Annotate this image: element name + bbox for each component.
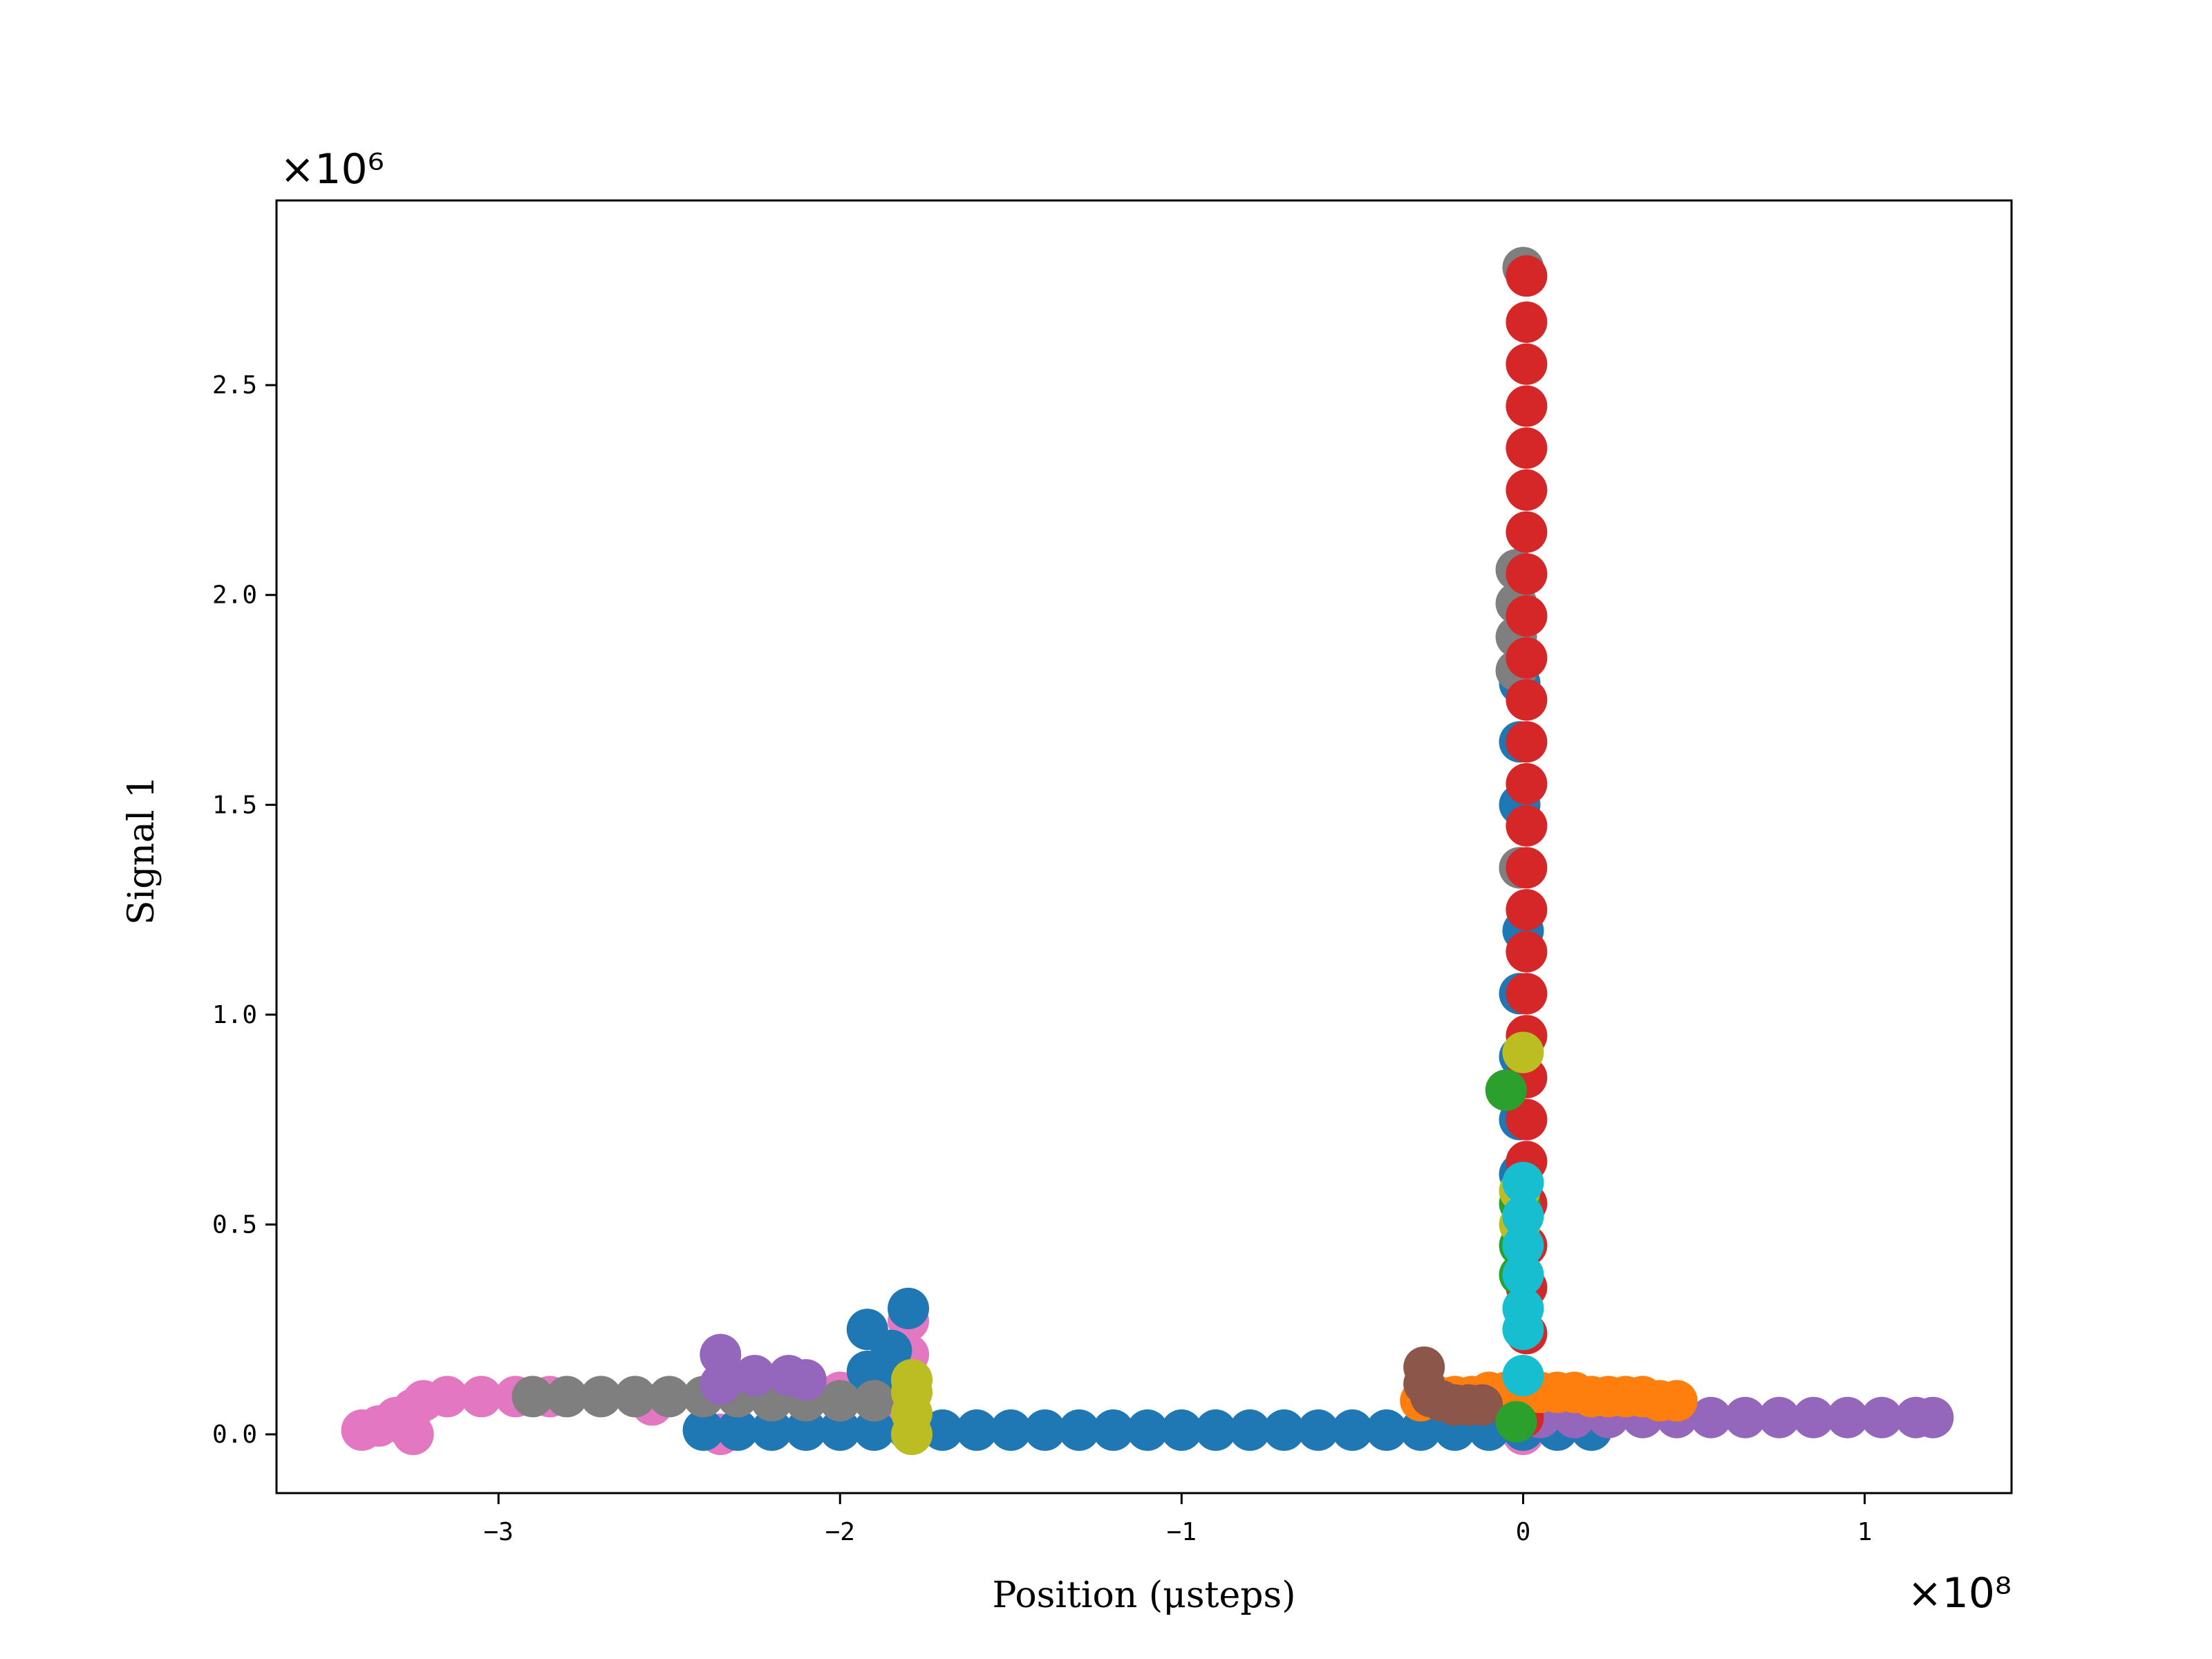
data-point — [1506, 973, 1548, 1015]
data-point — [1912, 1396, 1954, 1438]
data-point — [1058, 1409, 1100, 1451]
data-point — [1506, 301, 1548, 344]
data-point — [733, 1355, 776, 1396]
data-point — [1506, 595, 1548, 637]
data-point — [1297, 1409, 1339, 1451]
x-tick-label: −2 — [825, 1518, 855, 1546]
x-tick-label: 0 — [1516, 1518, 1531, 1546]
data-point — [1502, 1254, 1544, 1296]
data-point — [1495, 1400, 1537, 1443]
data-point — [1331, 1409, 1374, 1451]
data-point — [512, 1376, 554, 1418]
data-point — [1826, 1396, 1868, 1438]
y-axis-multiplier: ×10⁶ — [280, 145, 384, 194]
data-point — [717, 1409, 759, 1451]
data-point — [870, 1329, 912, 1371]
data-point — [853, 1409, 895, 1451]
y-tick-label: 2.5 — [212, 371, 257, 400]
data-point — [921, 1409, 964, 1451]
plot-frame — [275, 199, 2013, 1494]
data-point — [891, 1359, 933, 1401]
data-point — [1506, 469, 1548, 511]
data-point — [1506, 721, 1548, 763]
y-tick-label: 2.0 — [212, 581, 257, 610]
y-tick-label: 0.5 — [212, 1210, 257, 1239]
data-point — [460, 1376, 503, 1418]
data-point — [1759, 1396, 1801, 1438]
data-point — [1506, 427, 1548, 469]
data-point — [648, 1376, 691, 1418]
data-point — [1506, 255, 1548, 297]
series-9 — [1502, 1161, 1544, 1396]
data-point — [1024, 1409, 1066, 1451]
x-tick-label: −3 — [483, 1518, 513, 1546]
data-point — [1506, 343, 1548, 385]
data-point — [1502, 1031, 1544, 1074]
data-point — [785, 1409, 827, 1451]
x-tick-label: 1 — [1857, 1518, 1873, 1546]
y-tick-label: 1.0 — [212, 1001, 257, 1029]
data-point — [1400, 1409, 1442, 1451]
data-point — [1506, 889, 1548, 931]
data-point — [1502, 1355, 1544, 1396]
data-point — [1506, 679, 1548, 721]
data-point — [682, 1409, 724, 1451]
data-point — [1502, 1309, 1544, 1351]
data-point — [955, 1409, 997, 1451]
x-tick-label: −1 — [1167, 1518, 1197, 1546]
data-point — [1724, 1396, 1766, 1438]
data-point — [853, 1380, 895, 1422]
data-point — [614, 1376, 656, 1418]
data-point — [819, 1409, 861, 1451]
data-point — [1506, 385, 1548, 427]
data-point — [888, 1287, 930, 1329]
data-point — [785, 1359, 827, 1401]
data-point — [1506, 1098, 1548, 1141]
data-point — [392, 1414, 434, 1455]
y-axis: 0.0 0.5 1.0 1.5 2.0 2.5 — [212, 371, 276, 1449]
data-point — [1126, 1409, 1168, 1451]
data-point — [1506, 762, 1548, 805]
data-point — [1263, 1409, 1305, 1451]
y-tick-label: 1.5 — [212, 791, 257, 819]
data-point — [1792, 1396, 1835, 1438]
x-axis-multiplier: ×10⁸ — [1907, 1569, 2012, 1618]
data-point — [700, 1333, 742, 1376]
data-point — [1229, 1409, 1271, 1451]
data-point — [580, 1376, 622, 1418]
data-point — [545, 1376, 588, 1418]
series-2 — [512, 247, 1544, 1422]
data-point — [1861, 1396, 1903, 1438]
data-point — [990, 1409, 1032, 1451]
data-point — [1502, 1224, 1544, 1266]
data-point — [1506, 930, 1548, 973]
data-point — [1690, 1396, 1732, 1438]
data-point — [1506, 805, 1548, 847]
data-point — [1656, 1380, 1698, 1422]
data-point — [1506, 511, 1548, 553]
data-point — [1092, 1409, 1134, 1451]
y-axis-label: Signal 1 — [121, 776, 162, 925]
data-point — [1365, 1409, 1407, 1451]
data-point — [1506, 847, 1548, 889]
data-point — [751, 1409, 793, 1451]
y-tick-label: 0.0 — [212, 1421, 257, 1449]
data-point — [427, 1376, 469, 1418]
data-point — [1506, 553, 1548, 595]
data-point — [1502, 1195, 1544, 1237]
data-point — [1485, 1069, 1527, 1112]
data-point — [1506, 637, 1548, 679]
x-axis: −3 −2 −1 0 1 — [483, 1493, 1872, 1546]
series-1 — [682, 662, 1613, 1451]
data-point — [700, 1363, 742, 1405]
series-6 — [1403, 1346, 1503, 1426]
x-axis-label: Position (μsteps) — [992, 1575, 1295, 1616]
data-point — [1461, 1384, 1503, 1426]
data-point — [1502, 1161, 1544, 1203]
plot-area — [341, 247, 1954, 1455]
data-point — [819, 1380, 861, 1422]
data-point — [1194, 1409, 1237, 1451]
data-point — [1161, 1409, 1203, 1451]
